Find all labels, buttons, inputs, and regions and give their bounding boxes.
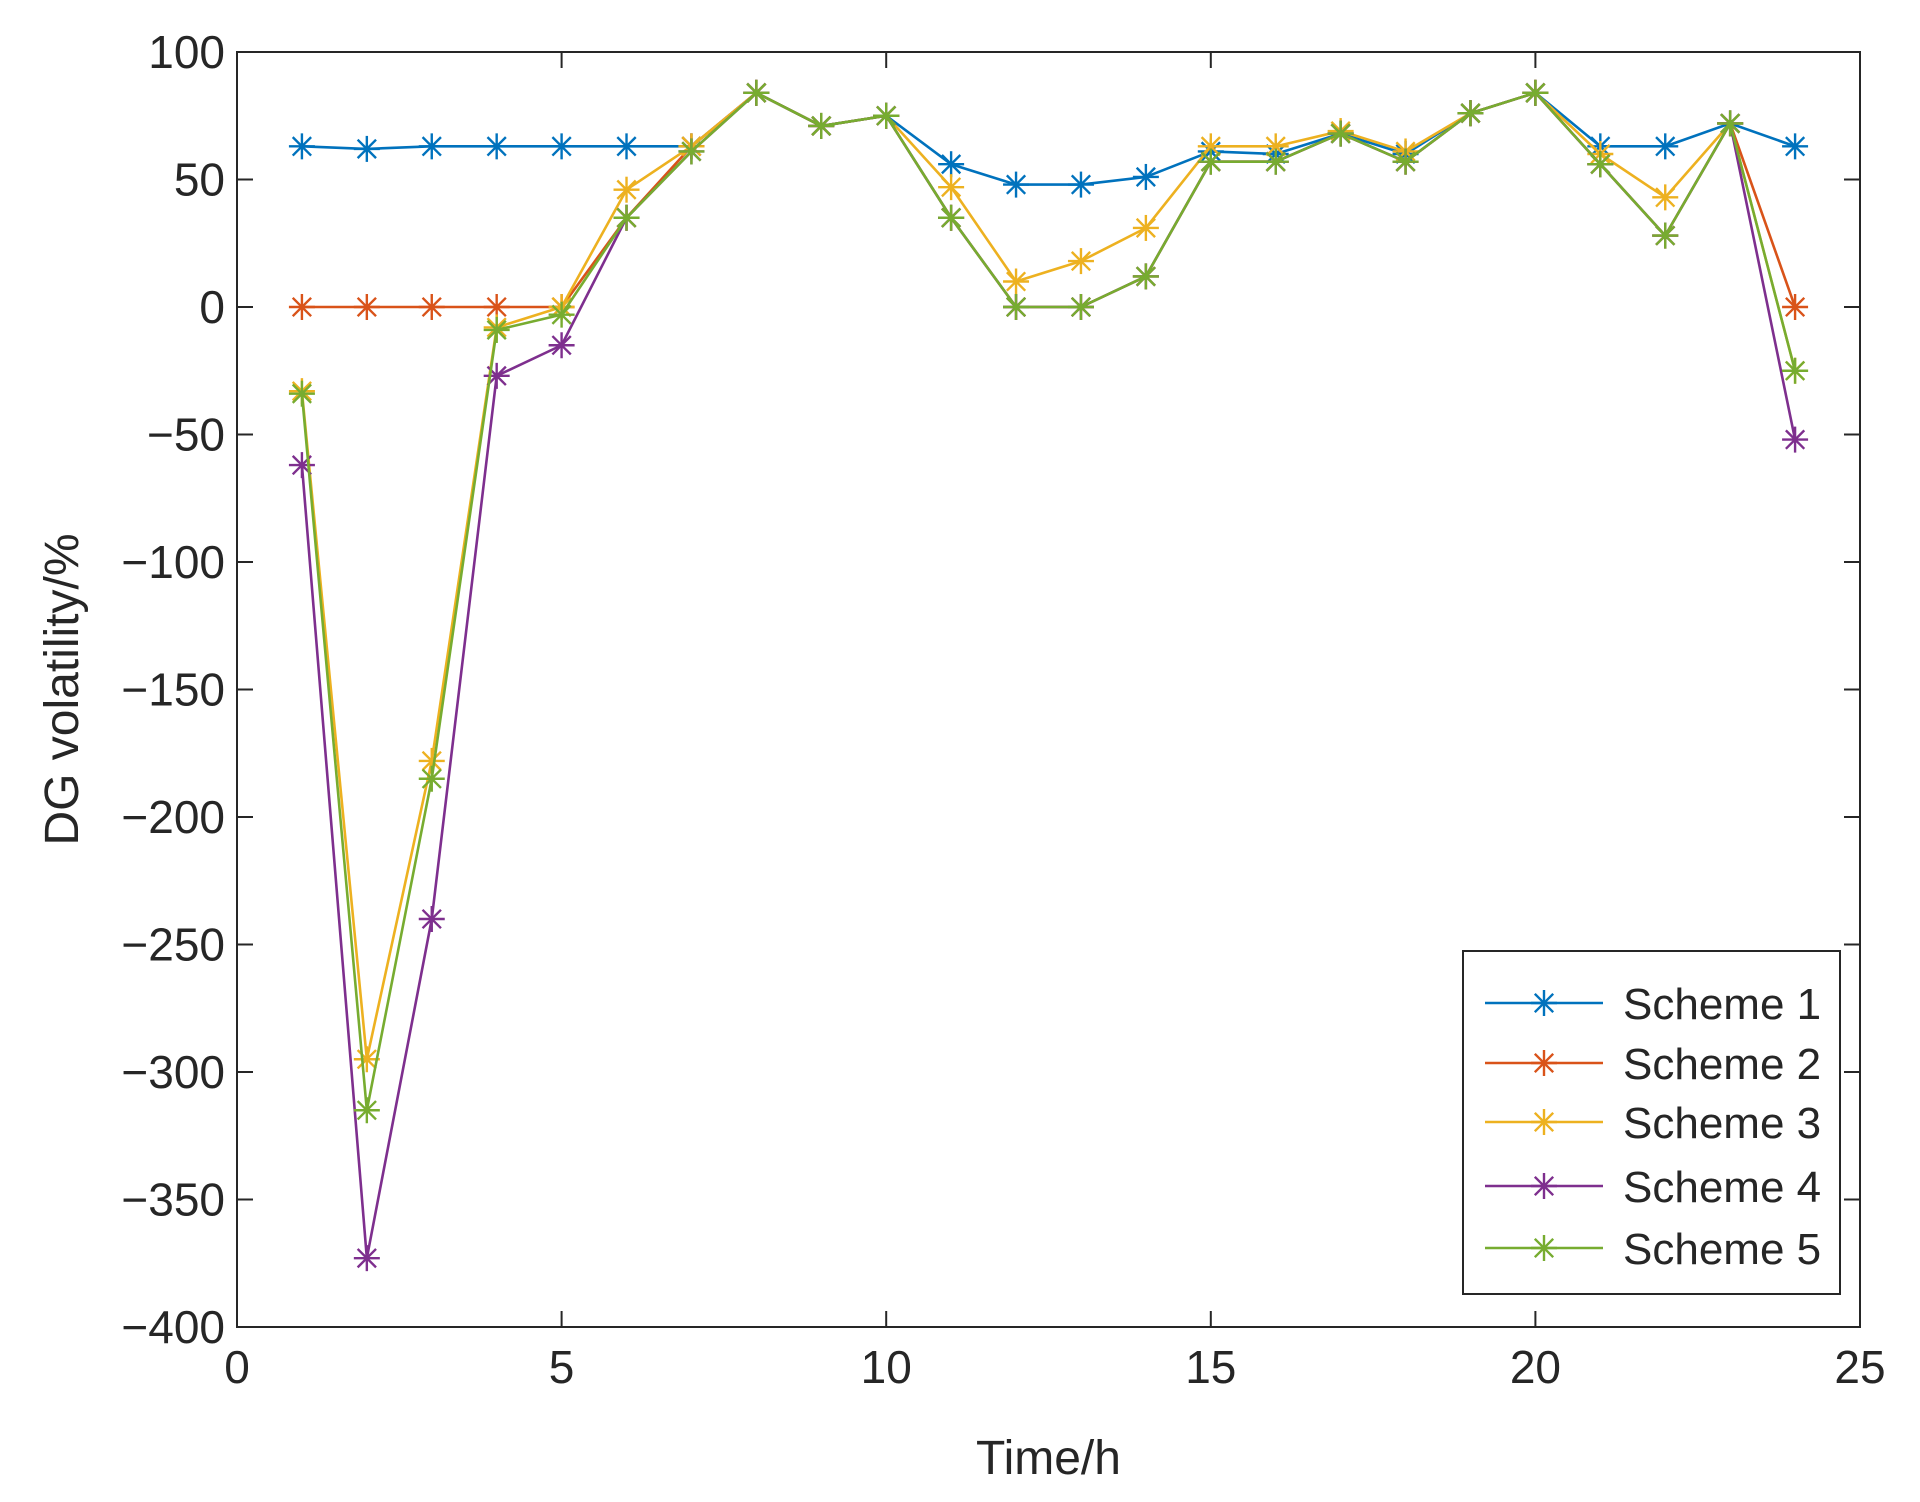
data-point (1392, 148, 1419, 175)
y-tick-label: −200 (121, 791, 225, 843)
data-point (808, 112, 835, 139)
data-point (353, 294, 380, 320)
data-point (548, 133, 575, 160)
legend-marker (1531, 1050, 1557, 1076)
series-line (300, 91, 1797, 1112)
legend-label: Scheme 5 (1623, 1225, 1821, 1274)
x-axis-label: Time/h (976, 1432, 1121, 1485)
data-point (1132, 263, 1159, 290)
y-tick-label: −300 (121, 1046, 225, 1098)
data-point (1587, 151, 1614, 178)
legend-item: Scheme 2 (1485, 1040, 1821, 1089)
legend-marker (1531, 1109, 1557, 1135)
data-point (353, 1097, 380, 1124)
legend-marker (1531, 1173, 1557, 1199)
data-point (1782, 294, 1809, 320)
y-tick-label: 50 (174, 154, 225, 206)
data-point (1652, 133, 1679, 160)
legend-label: Scheme 2 (1623, 1040, 1821, 1089)
data-point (1067, 294, 1094, 320)
data-point (1717, 110, 1744, 137)
y-tick-label: −50 (147, 409, 225, 461)
data-point (613, 204, 640, 231)
data-point (1262, 148, 1289, 175)
data-point (483, 362, 510, 389)
legend-item: Scheme 5 (1485, 1225, 1821, 1274)
data-point (938, 151, 965, 178)
data-point (1457, 100, 1484, 127)
x-tick-label: 20 (1510, 1341, 1561, 1393)
data-point (873, 102, 900, 129)
legend-item: Scheme 4 (1485, 1163, 1821, 1212)
y-tick-label: −100 (121, 536, 225, 588)
legend-item: Scheme 3 (1485, 1099, 1821, 1148)
data-point (613, 133, 640, 160)
data-point (418, 133, 445, 160)
data-point (483, 316, 510, 343)
data-point (483, 294, 510, 320)
data-point (613, 176, 640, 203)
data-point (288, 133, 315, 160)
x-tick-label: 5 (549, 1341, 575, 1393)
series-5 (288, 79, 1809, 1124)
data-point (548, 301, 575, 328)
data-point (1262, 133, 1289, 160)
x-tick-label: 15 (1185, 1341, 1236, 1393)
y-tick-label: −150 (121, 664, 225, 716)
y-tick-label: −350 (121, 1174, 225, 1226)
legend-marker (1531, 990, 1557, 1016)
data-point (1067, 248, 1094, 275)
x-tick-label: 0 (224, 1341, 250, 1393)
data-point (548, 332, 575, 359)
legend-label: Scheme 1 (1623, 980, 1821, 1029)
data-point (938, 204, 965, 231)
data-point (1067, 171, 1094, 198)
x-tick-label: 10 (861, 1341, 912, 1393)
data-point (1652, 222, 1679, 249)
data-point (938, 174, 965, 201)
legend-item: Scheme 1 (1485, 980, 1821, 1029)
y-tick-label: 0 (199, 281, 225, 333)
data-point (288, 380, 315, 407)
data-point (418, 294, 445, 320)
data-point (1782, 357, 1809, 384)
data-point (1522, 79, 1549, 106)
data-point (483, 133, 510, 160)
legend-label: Scheme 4 (1623, 1163, 1821, 1212)
data-point (288, 452, 315, 479)
y-tick-label: −250 (121, 919, 225, 971)
data-point (353, 135, 380, 162)
data-point (1782, 133, 1809, 160)
data-point (1003, 171, 1030, 198)
data-point (743, 79, 770, 106)
data-point (1327, 120, 1354, 147)
data-point (678, 138, 705, 165)
y-axis-label: DG volatility/% (36, 533, 89, 845)
y-tick-label: −400 (121, 1301, 225, 1353)
data-point (1003, 268, 1030, 295)
data-point (1782, 426, 1809, 453)
legend-label: Scheme 3 (1623, 1099, 1821, 1148)
data-point (353, 1245, 380, 1272)
data-point (1652, 184, 1679, 211)
data-point (1197, 148, 1224, 175)
legend-marker (1531, 1235, 1557, 1261)
data-point (418, 765, 445, 792)
data-point (1132, 163, 1159, 190)
x-tick-label: 25 (1834, 1341, 1885, 1393)
data-point (418, 906, 445, 932)
data-point (1132, 214, 1159, 241)
data-point (1003, 294, 1030, 320)
y-tick-label: 100 (148, 26, 225, 78)
data-point (288, 294, 315, 320)
